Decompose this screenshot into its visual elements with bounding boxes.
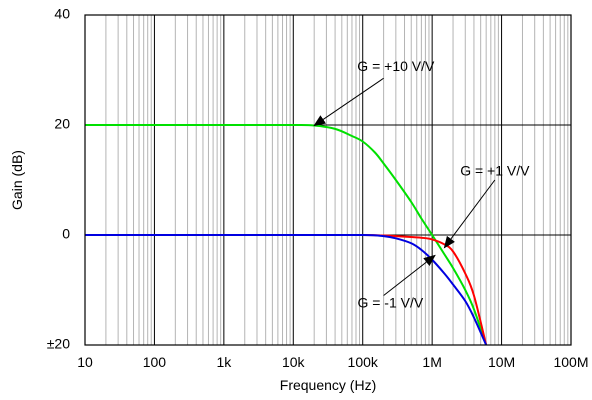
x-tick-label: 100M [553, 354, 588, 370]
x-tick-label: 100k [348, 354, 379, 370]
x-tick-label: 100 [143, 354, 167, 370]
x-tick-label: 10 [77, 354, 93, 370]
annotation-arrow [313, 77, 384, 127]
series-line-1 [85, 233, 488, 346]
x-tick-label: 1k [216, 354, 232, 370]
x-tick-label: 10M [488, 354, 515, 370]
grid [85, 15, 571, 345]
x-tick-label: 10k [282, 354, 306, 370]
annotation-label: G = +1 V/V [460, 162, 530, 178]
y-tick-label: ±20 [47, 336, 70, 352]
y-tick-label: 20 [54, 116, 70, 132]
tick-labels: 10 100 1k 10k 100k 1M 10M 100M 40 20 0 ±20 [47, 6, 589, 370]
annotation-label: G = +10 V/V [357, 58, 435, 74]
annotation-arrow [443, 179, 496, 249]
annotation-label: G = -1 V/V [357, 294, 423, 310]
y-tick-label: 40 [54, 6, 70, 22]
series-line-2 [85, 233, 488, 346]
x-tick-label: 1M [422, 354, 441, 370]
y-axis-title: Gain (dB) [9, 150, 25, 210]
series-line-0 [84, 123, 488, 346]
plot-frame [84, 14, 572, 346]
series-lines [84, 123, 488, 346]
annotation-arrow [383, 254, 436, 296]
x-axis-title: Frequency (Hz) [280, 377, 376, 393]
annotations: G = +10 V/V G = +1 V/V G = -1 V/V [313, 58, 530, 310]
y-tick-label: 0 [62, 226, 70, 242]
